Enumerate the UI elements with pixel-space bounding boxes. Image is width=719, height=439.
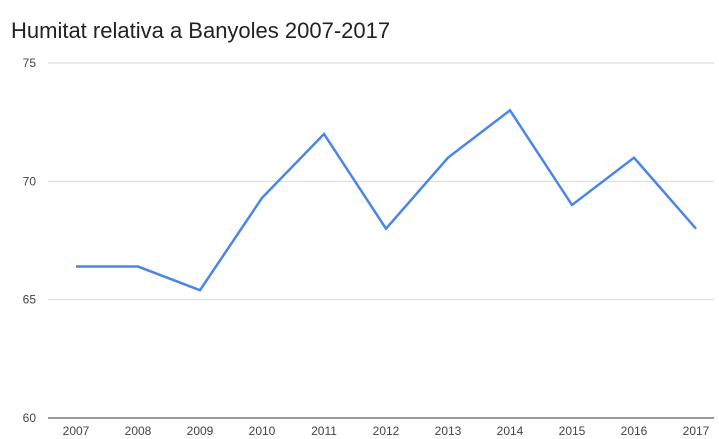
- chart-title: Humitat relativa a Banyoles 2007-2017: [11, 18, 391, 43]
- y-tick-label: 65: [23, 293, 37, 307]
- x-tick-label: 2013: [435, 424, 462, 438]
- y-tick-label: 70: [23, 174, 37, 188]
- x-tick-label: 2007: [63, 424, 90, 438]
- x-tick-label: 2015: [559, 424, 586, 438]
- x-tick-label: 2008: [125, 424, 152, 438]
- x-tick-label: 2009: [187, 424, 214, 438]
- x-tick-label: 2011: [311, 424, 337, 438]
- series-line: [76, 108, 697, 292]
- x-tick-label: 2014: [497, 424, 524, 438]
- x-tick-label: 2010: [249, 424, 276, 438]
- y-axis-ticks: 60 65 70 75: [23, 56, 37, 425]
- y-tick-label: 60: [23, 411, 37, 425]
- x-tick-label: 2016: [621, 424, 648, 438]
- y-tick-label: 75: [23, 56, 37, 70]
- x-tick-label: 2012: [373, 424, 400, 438]
- x-axis-ticks: 2007 2008 2009 2010 2011 2012 2013 2014 2015 2016…: [63, 424, 710, 438]
- x-tick-label: 2017: [683, 424, 710, 438]
- series-layer: [76, 108, 697, 292]
- gridlines: [48, 62, 714, 419]
